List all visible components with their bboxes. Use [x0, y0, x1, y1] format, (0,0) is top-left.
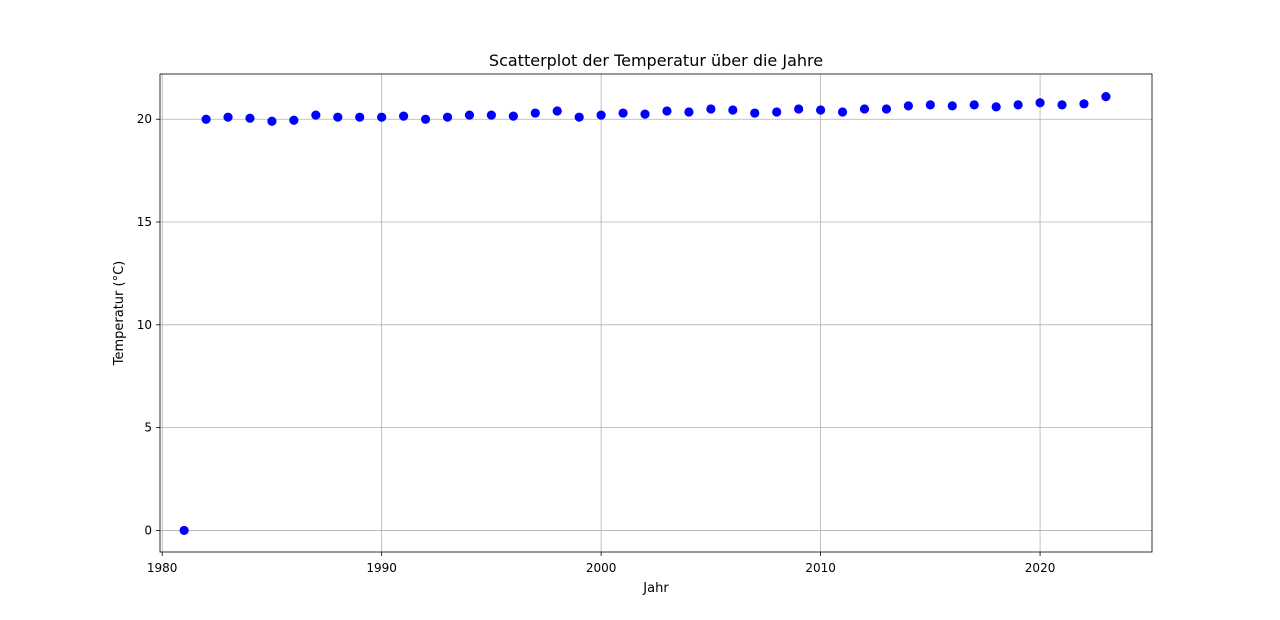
data-point: [925, 100, 935, 110]
data-point: [837, 107, 848, 117]
data-point: [706, 104, 716, 114]
data-point: [794, 104, 804, 114]
y-tick-label: 15: [137, 215, 152, 229]
data-point: [377, 112, 387, 122]
data-point: [991, 102, 1001, 112]
data-point: [728, 105, 738, 115]
grid-lines: [160, 74, 1152, 552]
data-point: [881, 104, 892, 114]
data-point: [289, 115, 299, 125]
data-point: [947, 101, 957, 111]
data-point: [552, 106, 562, 116]
data-point: [969, 100, 979, 110]
y-tick-label: 0: [144, 523, 152, 537]
data-point: [684, 107, 694, 117]
data-point: [596, 110, 606, 120]
data-point: [750, 108, 760, 118]
data-point: [486, 110, 496, 120]
x-tick-label: 2000: [586, 561, 617, 575]
data-points: [179, 92, 1111, 536]
x-tick-label: 2010: [805, 561, 836, 575]
data-point: [508, 111, 518, 121]
y-tick-label: 5: [144, 421, 152, 435]
data-point: [201, 114, 211, 124]
data-point: [1057, 100, 1067, 110]
y-axis-label: Temperatur (°C): [112, 261, 127, 367]
data-point: [772, 107, 782, 117]
data-point: [1101, 92, 1111, 102]
data-point: [574, 112, 584, 122]
data-point: [399, 111, 409, 121]
data-point: [903, 101, 913, 111]
data-point: [816, 105, 826, 115]
data-point: [618, 108, 628, 118]
y-axis-ticks: 0 5 10 15 20: [137, 112, 160, 537]
data-point: [355, 112, 365, 122]
data-point: [179, 525, 189, 536]
data-point: [640, 109, 650, 119]
y-tick-label: 10: [137, 318, 152, 332]
data-point: [442, 112, 453, 122]
data-point: [859, 104, 870, 114]
data-point: [662, 106, 672, 116]
data-point: [1035, 98, 1045, 108]
data-point: [1079, 99, 1089, 109]
data-point: [333, 112, 343, 122]
data-point: [530, 108, 540, 118]
data-point: [420, 114, 431, 124]
data-point: [223, 112, 233, 122]
data-point: [464, 110, 475, 120]
data-point: [1013, 100, 1023, 110]
x-axis-ticks: 1980 1990 2000 2010 2020: [147, 552, 1055, 575]
chart-title: Scatterplot der Temperatur über die Jahr…: [489, 51, 823, 70]
y-tick-label: 20: [137, 112, 152, 126]
data-point: [267, 116, 277, 126]
data-point: [311, 110, 321, 120]
x-tick-label: 1990: [366, 561, 397, 575]
x-tick-label: 2020: [1025, 561, 1056, 575]
x-axis-label: Jahr: [642, 581, 669, 596]
x-tick-label: 1980: [147, 561, 178, 575]
data-point: [245, 113, 255, 123]
axes-frame: [159, 73, 1153, 553]
